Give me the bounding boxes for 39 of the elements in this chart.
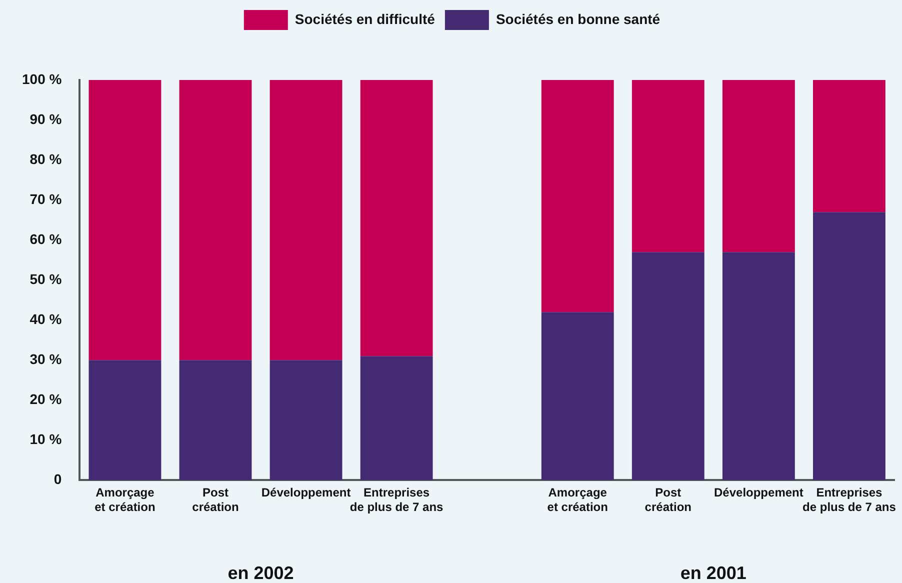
text: en 2002: [228, 563, 294, 583]
x-tick-label: Amorçage et création: [94, 486, 156, 514]
y-tick-label: 80 %: [30, 150, 62, 167]
x-tick-label: Développement: [714, 486, 804, 500]
y-tick-label: 10 %: [30, 431, 62, 448]
bar: [541, 80, 614, 312]
bar: [88, 80, 162, 360]
legend-label: Sociétés en bonne santé: [496, 10, 660, 27]
bar: [632, 252, 704, 480]
bar: [88, 360, 162, 480]
bar: [360, 80, 433, 356]
y-tick-label: 70 %: [30, 190, 62, 207]
x-tick-label: Entreprises de plus de 7 ans: [350, 486, 444, 514]
bar: [632, 80, 704, 252]
y-tick-label: 0: [54, 471, 62, 488]
y-tick-label: 40 %: [30, 310, 62, 327]
y-tick-label: 90 %: [30, 110, 62, 127]
bar: [179, 360, 252, 480]
x-tick-label: Développement: [261, 486, 351, 500]
bar: [270, 360, 342, 480]
y-tick-label: 50 %: [30, 270, 62, 287]
y-tick-label: 60 %: [30, 230, 62, 247]
y-tick-label: 20 %: [30, 391, 62, 408]
legend-label: Sociétés en difficulté: [294, 10, 436, 27]
bar: [722, 252, 795, 480]
x-tick-label: Post création: [192, 486, 239, 514]
bar: [360, 356, 433, 480]
bar: [722, 80, 795, 252]
bar: [812, 212, 886, 480]
bar: [270, 80, 342, 360]
y-tick-label: 100 %: [22, 70, 62, 87]
y-tick-label: 30 %: [30, 351, 62, 367]
x-tick-label: Entreprises de plus de 7 ans: [802, 486, 896, 514]
bar: [541, 312, 614, 480]
x-tick-label: Post création: [644, 486, 692, 514]
bar: [812, 80, 886, 212]
x-tick-label: Amorçage et création: [547, 486, 608, 514]
text: en 2001: [680, 563, 746, 583]
bar: [179, 80, 252, 360]
